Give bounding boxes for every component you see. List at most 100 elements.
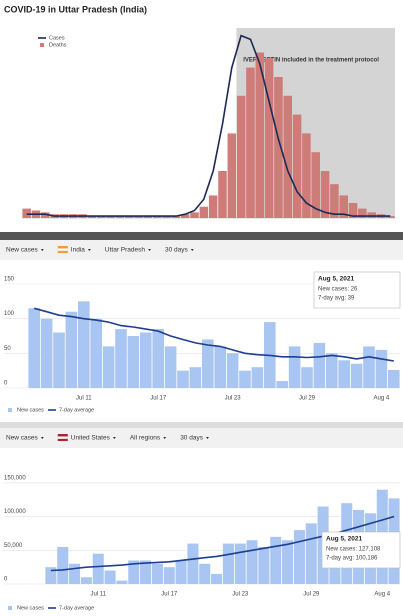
bar [288, 346, 301, 388]
x-tick-label: Jul 17 [161, 592, 178, 598]
bar [276, 381, 288, 388]
dropdown-caret [148, 249, 152, 251]
bar [28, 308, 40, 388]
bar [40, 318, 53, 388]
legend-label: Cases [49, 35, 65, 41]
bar [246, 540, 258, 584]
legend-swatch [40, 43, 44, 47]
bar [128, 560, 140, 584]
dropdown[interactable]: United States [71, 435, 111, 442]
bar [177, 370, 189, 388]
bar [102, 346, 115, 388]
bar [246, 67, 255, 218]
legend-swatch [8, 408, 12, 412]
x-tick-label: Jul 23 [225, 396, 242, 402]
tooltip-date: Aug 5, 2021 [326, 536, 363, 543]
bar [211, 573, 223, 584]
legend-label: New cases [17, 407, 44, 413]
bar [140, 560, 152, 584]
bar [270, 536, 282, 584]
bar [292, 114, 302, 218]
bar [104, 570, 116, 584]
bar [69, 563, 81, 584]
bar [41, 212, 50, 218]
bar [45, 567, 57, 584]
bar [199, 563, 211, 584]
x-tick-label: Aug 4 [374, 396, 390, 402]
bar [92, 553, 104, 584]
dropdown[interactable]: All regions [130, 435, 161, 442]
bar [320, 171, 330, 218]
bar [375, 349, 388, 388]
bar [116, 580, 128, 584]
legend-label: New cases [17, 605, 44, 611]
x-tick-label: Jul 23 [232, 592, 249, 598]
bar [115, 329, 127, 388]
bar [143, 216, 153, 218]
bar [234, 543, 246, 584]
bar [57, 546, 69, 584]
bar [236, 95, 246, 218]
bar [180, 214, 190, 218]
bar [53, 332, 65, 388]
legend-label: Deaths [49, 42, 67, 48]
dropdown-caret [190, 249, 194, 251]
bar [282, 540, 294, 584]
dropdown[interactable]: India [71, 247, 85, 254]
dropdown-caret [87, 249, 91, 251]
bar [293, 530, 305, 584]
bar [348, 202, 358, 218]
bar [152, 216, 162, 218]
dropdown[interactable]: New cases [6, 247, 39, 254]
bar [264, 58, 274, 219]
x-tick-label: Jul 11 [90, 592, 106, 598]
bar [326, 353, 338, 388]
dropdown-caret [40, 437, 44, 439]
bar [239, 370, 251, 388]
dropdown[interactable]: Uttar Pradesh [105, 247, 145, 254]
bar [338, 360, 350, 388]
y-tick-label: 100,000 [4, 509, 26, 515]
bar [190, 212, 199, 218]
bar [222, 543, 234, 584]
dropdown[interactable]: 30 days [165, 247, 189, 254]
bar [251, 367, 264, 388]
dropdown-caret [205, 437, 209, 439]
bar [274, 77, 283, 218]
bar [367, 212, 376, 218]
bar [283, 95, 293, 218]
tooltip-line: 7-day avg: 39 [318, 296, 355, 302]
bar [227, 133, 237, 218]
bar [175, 560, 187, 584]
bar [78, 301, 90, 388]
y-tick-label: 0 [4, 381, 8, 387]
bar [302, 133, 311, 218]
chart-title: COVID-19 in Uttar Pradesh (India) [4, 4, 147, 14]
legend-label: 7-day average [59, 605, 94, 611]
bar [80, 577, 92, 584]
bar [388, 369, 400, 388]
tooltip [321, 531, 401, 569]
x-tick-label: Jul 29 [299, 396, 316, 402]
dropdown-caret [40, 249, 44, 251]
bar [255, 52, 265, 219]
bar [339, 195, 348, 218]
bar [163, 567, 175, 584]
dropdown[interactable]: New cases [6, 435, 39, 442]
tooltip [313, 271, 401, 309]
tooltip-date: Aug 5, 2021 [318, 276, 355, 283]
bar [140, 332, 152, 388]
bar [124, 216, 134, 218]
bar [134, 216, 143, 218]
bar [97, 216, 106, 218]
toolbar-bg [0, 240, 403, 260]
dropdown[interactable]: 30 days [180, 435, 204, 442]
y-tick-label: 100 [4, 311, 15, 317]
bar [152, 329, 164, 388]
bar [313, 342, 326, 388]
bar [202, 339, 214, 388]
dropdown-caret [112, 437, 116, 439]
bar [305, 523, 317, 584]
dropdown-caret [163, 437, 167, 439]
bar [90, 318, 102, 388]
